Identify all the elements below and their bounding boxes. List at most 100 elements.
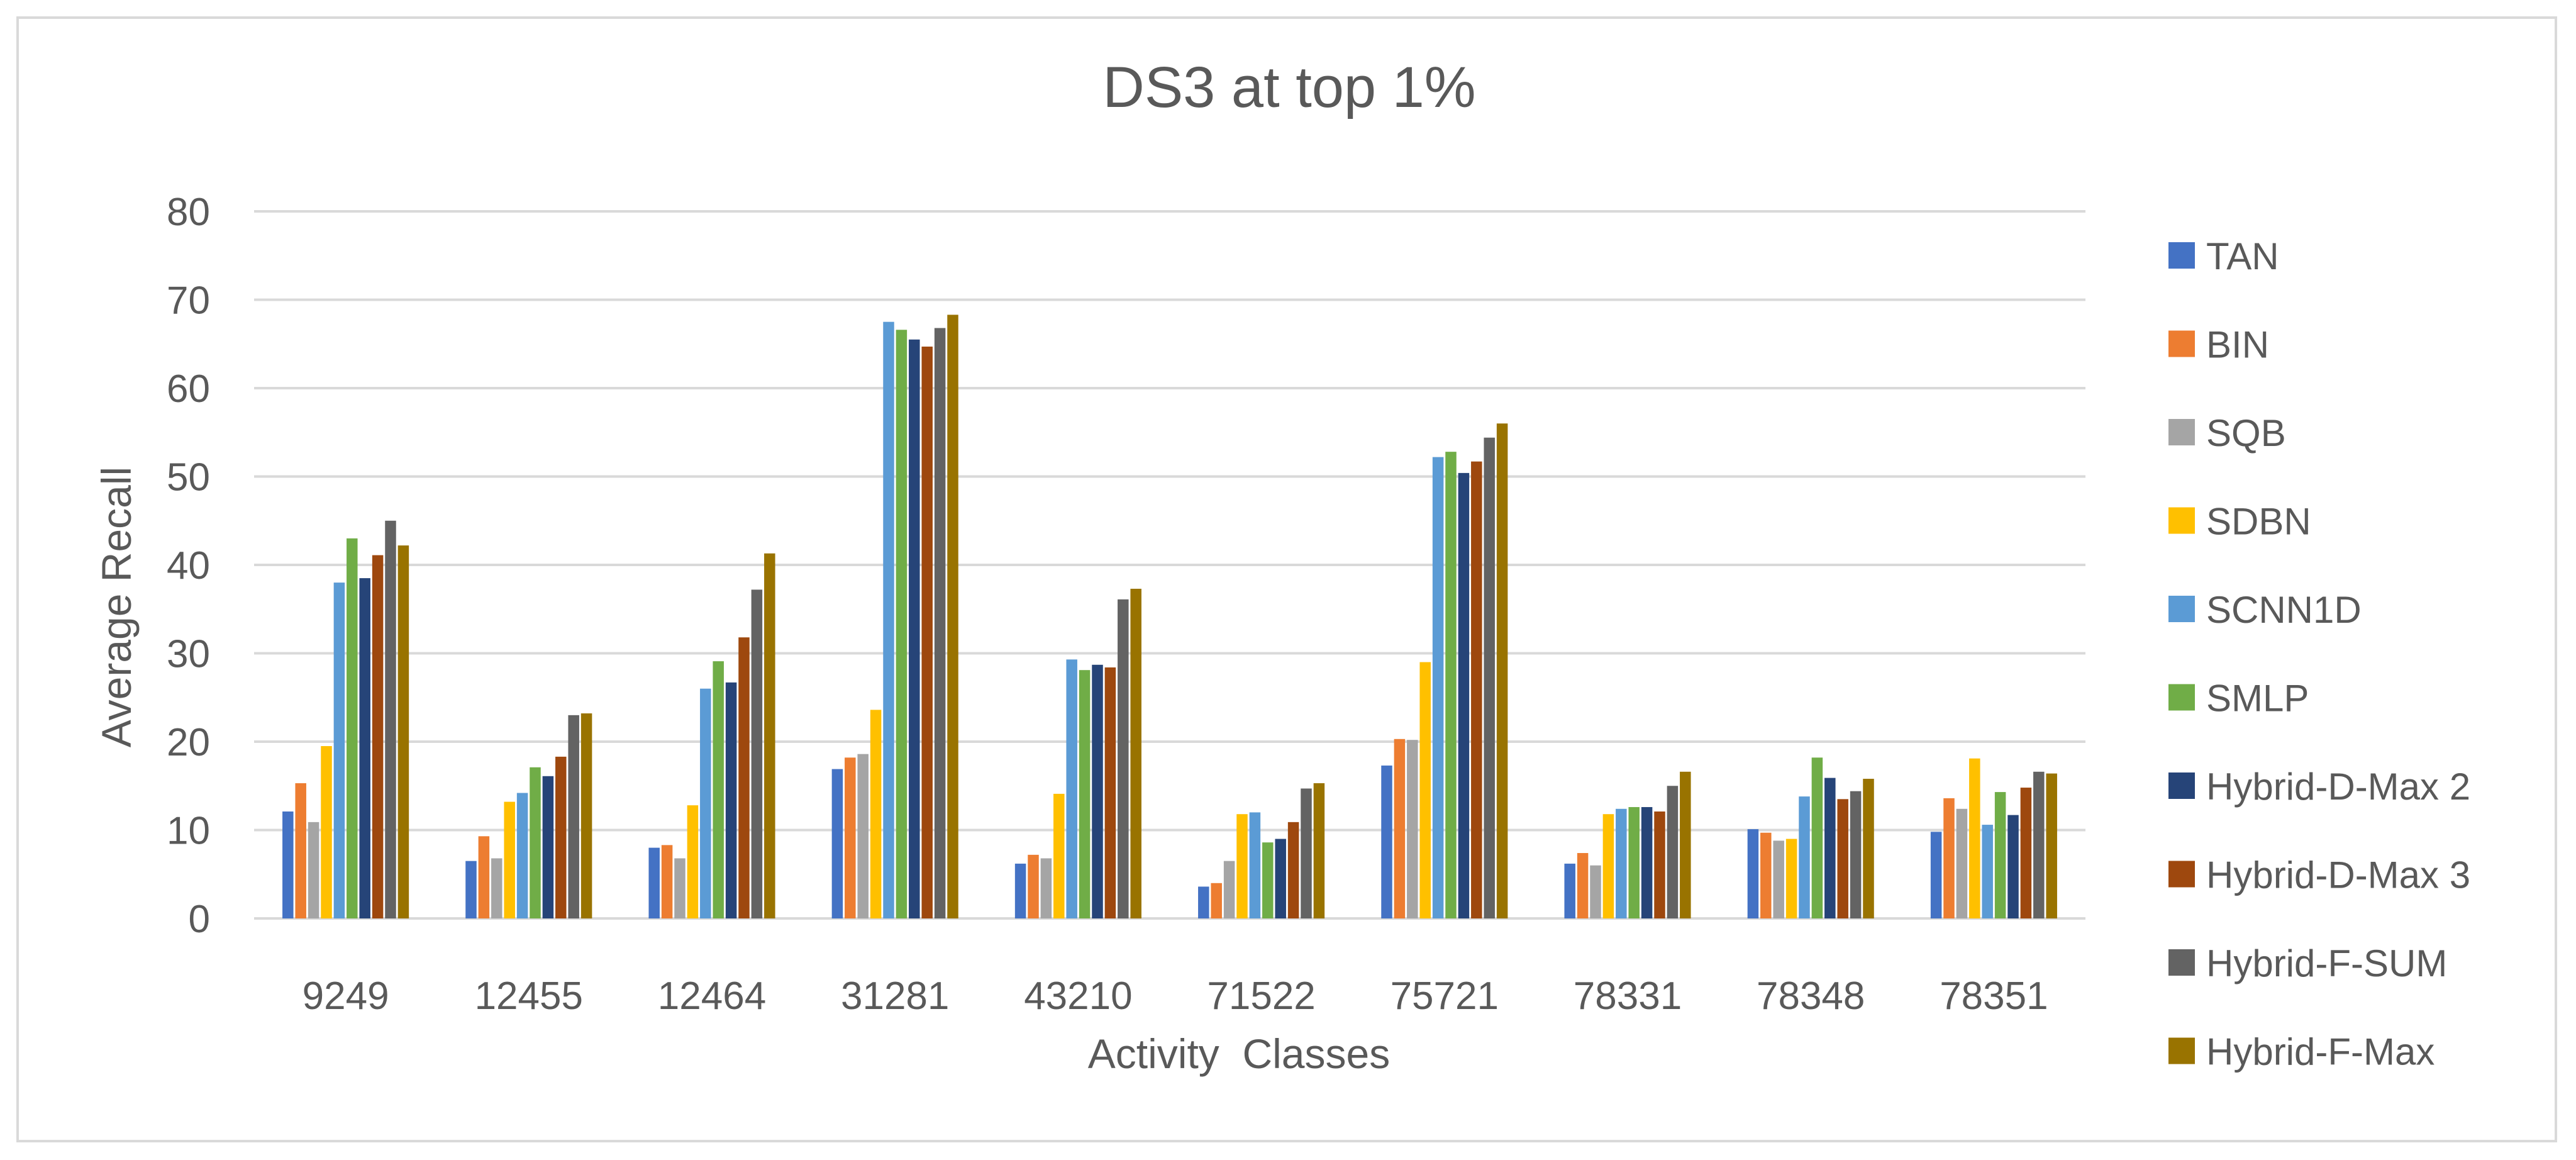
bar [870,710,882,918]
legend-label: TAN [2206,235,2279,277]
legend-swatch [2168,419,2195,445]
bar [1969,758,1980,918]
bar [883,321,894,918]
bar [1419,662,1431,918]
bar [1577,853,1589,918]
bar [1680,771,1691,918]
legend-label: SMLP [2206,678,2309,720]
bars [282,315,2057,918]
y-tick-label: 70 [167,279,210,323]
bar [2007,815,2019,918]
legend-swatch [2168,772,2195,799]
bar [648,847,660,918]
y-tick-label: 20 [167,721,210,764]
y-tick-label: 40 [167,544,210,588]
bar [845,757,856,918]
bar [1275,839,1286,918]
gridlines [254,210,2085,920]
bar [1092,664,1103,918]
bar [1053,793,1065,918]
legend-label: Hybrid-D-Max 2 [2206,766,2470,808]
y-tick-label: 80 [167,191,210,234]
legend-item: SDBN [2168,501,2311,543]
y-tick-label: 60 [167,367,210,411]
legend-label: Hybrid-F-SUM [2206,942,2447,984]
bar [2046,773,2057,918]
bar [2020,788,2032,918]
bar [687,805,699,918]
bar [372,555,384,918]
bar [1262,842,1274,918]
bar [1956,808,1968,918]
bar [385,520,396,918]
legend-swatch [2168,861,2195,888]
legend-label: SCNN1D [2206,589,2362,631]
bar [1667,786,1679,918]
bar [764,553,775,918]
legend-label: BIN [2206,324,2269,366]
bar [1223,861,1235,918]
bar [1198,886,1209,918]
bar [831,769,843,918]
bar [674,858,686,918]
bar [2033,771,2045,918]
bar [1040,858,1052,918]
chart-svg: 0 10 20 30 40 50 60 70 80 9249 12455 12464 31281 432… [93,55,2470,1077]
bar [1236,814,1248,918]
bar [1496,423,1508,918]
y-tick-label: 0 [189,898,210,941]
bar [738,637,750,918]
x-tick-label: 12464 [658,974,766,1018]
bar [1590,865,1601,918]
bar [1066,659,1077,918]
x-tick-label: 78348 [1757,974,1865,1018]
x-tick-label: 78351 [1940,974,2048,1018]
legend-swatch [2168,1037,2195,1064]
bar [909,339,920,918]
bar [397,545,409,918]
bar [857,754,869,918]
bar [333,583,345,918]
legend-item: BIN [2168,324,2269,366]
bar [295,783,306,918]
bar [1211,883,1222,918]
x-tick-label: 9249 [303,974,389,1018]
bar [1837,799,1848,918]
bar [1628,806,1640,918]
bar [1079,670,1091,918]
legend-label: SQB [2206,412,2286,454]
legend-item: Hybrid-D-Max 2 [2168,766,2470,808]
y-tick-label: 30 [167,633,210,676]
bar [478,836,490,918]
legend-label: Hybrid-D-Max 3 [2206,854,2470,896]
bar [542,776,554,918]
bar [1654,811,1665,918]
bar [1432,457,1444,918]
bar [1458,472,1470,918]
legend-swatch [2168,949,2195,976]
y-tick-label: 10 [167,810,210,853]
x-tick-label: 31281 [841,974,949,1018]
legend-swatch [2168,684,2195,711]
legend-item: Hybrid-F-Max [2168,1031,2434,1073]
bar [308,822,319,918]
legend-item: SMLP [2168,678,2309,720]
y-axis-label: Average Recall [93,467,140,747]
legend-swatch [2168,330,2195,357]
x-tick-label: 43210 [1024,974,1132,1018]
legend-swatch [2168,596,2195,622]
bar [1982,825,1993,918]
x-axis-ticks: 9249 12455 12464 31281 43210 71522 75721 78331 7… [303,974,2048,1018]
x-tick-label: 12455 [475,974,583,1018]
legend: TAN BIN SQB SDBN SCNN1D SMLP Hybrid-D-Max 2 Hyb… [2168,235,2470,1073]
bar [516,793,528,918]
bar [1785,839,1797,918]
bar [1313,783,1325,918]
bar [921,346,933,918]
bar [530,767,541,918]
x-tick-label: 78331 [1574,974,1682,1018]
chart-frame: 0 10 20 30 40 50 60 70 80 9249 12455 12464 31281 432… [16,16,2557,1142]
bar [491,858,502,918]
bar [1943,798,1955,918]
bar [321,746,332,918]
